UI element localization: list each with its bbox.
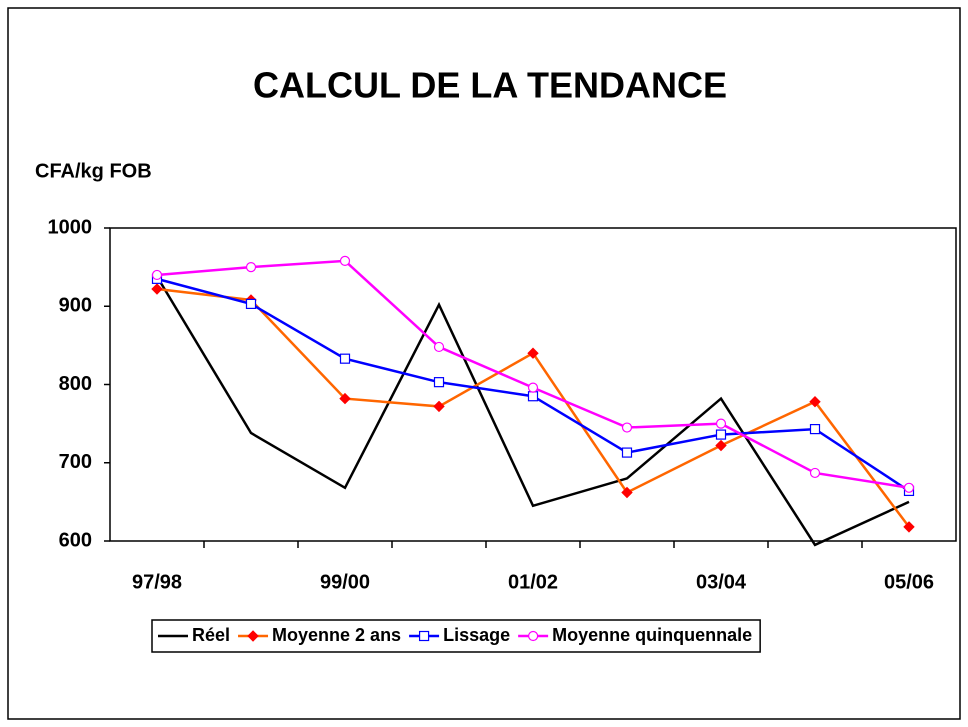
series-marker [621,422,633,433]
x-tick-label: 03/04 [696,571,747,593]
legend-marker [528,630,539,642]
y-tick-label: 1000 [48,216,93,238]
x-tick-label: 99/00 [320,571,370,593]
series-marker [339,255,351,266]
chart-border [7,7,961,720]
series-marker [339,392,351,405]
series-marker [527,382,539,393]
series-marker [245,262,257,273]
series-marker [809,467,821,479]
y-axis-label: CFA/kg FOB [35,160,152,182]
series-marker [433,341,445,353]
legend-label: Moyenne quinquennale [552,625,752,645]
series-marker [527,347,539,359]
x-tick-label: 01/02 [508,571,558,593]
series-line [155,275,910,547]
legend-label: Moyenne 2 ans [272,625,401,645]
legend-marker [247,630,259,642]
series-marker [809,396,821,408]
series-marker [715,439,727,452]
series-marker [433,400,445,413]
series-marker [621,486,633,499]
x-tick-label: 05/06 [884,571,934,593]
series-marker [903,482,915,493]
series-marker [339,353,351,364]
legend-label: Lissage [443,625,510,645]
y-tick-label: 800 [59,373,92,395]
series-marker [151,269,163,281]
y-tick-label: 600 [59,529,92,551]
series-marker [621,447,633,458]
legend-label: Réel [192,625,230,645]
y-tick-label: 900 [59,295,92,317]
chart-title: CALCUL DE LA TENDANCE [253,65,727,106]
series-marker [715,429,727,440]
legend-marker [418,630,430,642]
y-tick-label: 700 [59,451,92,473]
series-marker [809,424,821,435]
series-marker [433,377,445,388]
series-marker [527,391,539,402]
series-marker [715,418,727,429]
series-marker [903,521,915,533]
series-marker [245,298,257,310]
x-tick-label: 97/98 [132,571,182,593]
series-marker [151,283,163,295]
